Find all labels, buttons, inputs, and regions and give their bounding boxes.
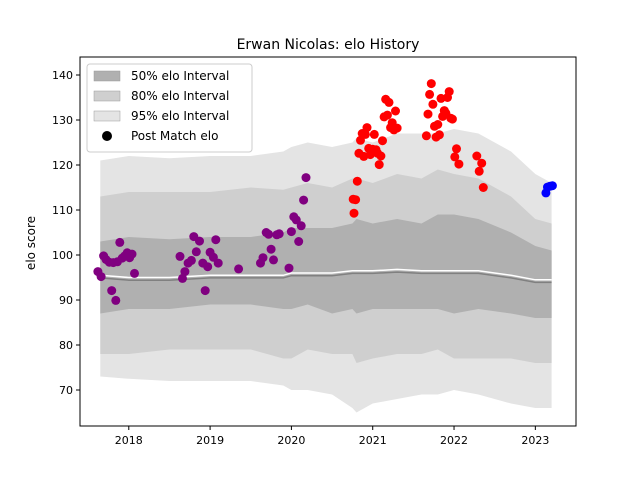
elo-point xyxy=(130,268,139,278)
elo-point xyxy=(175,251,185,261)
elo-point xyxy=(195,236,204,246)
elo-point xyxy=(107,286,117,296)
elo-point xyxy=(115,237,125,247)
elo-point xyxy=(284,263,294,273)
elo-point xyxy=(547,181,557,191)
elo-point xyxy=(266,244,276,254)
elo-point xyxy=(360,129,370,139)
mean-line xyxy=(100,268,552,281)
y-tick-label: 130 xyxy=(52,114,73,127)
elo-point xyxy=(382,110,392,120)
elo-point xyxy=(269,255,278,265)
post-match-points xyxy=(93,79,557,305)
elo-point xyxy=(425,89,435,99)
elo-point xyxy=(421,131,431,141)
elo-point xyxy=(180,267,190,277)
legend-swatch xyxy=(93,110,121,122)
elo-point xyxy=(384,97,394,107)
elo-point xyxy=(392,123,402,133)
elo-point xyxy=(378,136,387,146)
elo-point xyxy=(127,249,137,259)
elo-point xyxy=(111,295,121,305)
elo-point xyxy=(296,221,306,231)
elo-point xyxy=(452,144,461,154)
elo-point xyxy=(450,152,460,162)
elo-point xyxy=(352,176,362,186)
elo-point xyxy=(477,158,487,168)
elo-point xyxy=(374,160,384,170)
elo-point xyxy=(258,253,268,263)
elo-point xyxy=(444,87,454,97)
plot-frame xyxy=(79,56,577,427)
elo-point xyxy=(96,272,106,282)
elo-point xyxy=(478,183,488,192)
elo-point xyxy=(234,264,244,274)
elo-point xyxy=(454,159,464,169)
plot-area xyxy=(93,79,557,413)
legend-box xyxy=(86,63,253,153)
legend-label: 80% elo Interval xyxy=(131,89,229,103)
elo-point xyxy=(474,166,484,176)
elo-point xyxy=(426,79,436,89)
elo-point xyxy=(423,109,433,119)
chart-title: Erwan Nicolas: elo History xyxy=(237,37,420,53)
legend-label: 50% elo Interval xyxy=(131,69,229,83)
elo-point xyxy=(203,262,213,272)
elo-point xyxy=(472,151,482,161)
legend-label: 95% elo Interval xyxy=(131,109,229,123)
elo-point xyxy=(200,286,210,296)
elo-point xyxy=(301,173,311,183)
legend-swatch xyxy=(93,70,121,82)
elo-point xyxy=(294,237,304,246)
elo-point xyxy=(447,114,457,124)
y-tick-label: 100 xyxy=(52,249,73,262)
elo-point xyxy=(349,208,359,218)
elo-point xyxy=(391,106,400,116)
elo-point xyxy=(211,235,221,245)
mean-lines xyxy=(100,268,552,284)
elo-point xyxy=(428,99,438,109)
elo-point xyxy=(376,151,386,161)
legend-label: Post Match elo xyxy=(131,129,218,143)
x-tick-label: 2020 xyxy=(277,434,305,447)
elo-point xyxy=(434,130,444,140)
y-tick-label: 70 xyxy=(59,384,73,397)
x-tick-label: 2021 xyxy=(359,434,387,447)
elo-point xyxy=(286,227,296,237)
mean-line-shadow xyxy=(100,271,552,284)
elo-point xyxy=(369,129,379,139)
x-tick-label: 2019 xyxy=(196,434,224,447)
elo-point xyxy=(274,229,284,239)
elo-point xyxy=(362,123,372,133)
elo-point xyxy=(291,215,301,225)
elo-point xyxy=(351,195,361,205)
y-tick-label: 90 xyxy=(59,294,73,307)
x-tick-label: 2018 xyxy=(115,434,143,447)
legend-marker xyxy=(102,131,112,141)
y-axis: 70 80 90 100 110 120 130 140 xyxy=(52,69,80,397)
y-tick-label: 140 xyxy=(52,69,73,82)
y-tick-label: 80 xyxy=(59,339,73,352)
elo-point xyxy=(178,273,187,283)
legend-swatch xyxy=(93,90,121,102)
elo-point xyxy=(264,229,274,239)
elo-point xyxy=(213,258,223,268)
elo-point xyxy=(186,255,196,265)
elo-point xyxy=(299,195,309,205)
x-axis: 2018 2019 2020 2021 2022 2023 xyxy=(115,426,549,447)
y-tick-label: 120 xyxy=(52,159,73,172)
y-tick-label: 110 xyxy=(52,204,73,217)
legend: 50% elo Interval 80% elo Interval 95% elo … xyxy=(86,63,253,153)
elo-point xyxy=(356,135,365,145)
x-tick-label: 2022 xyxy=(440,434,468,447)
interval-bands xyxy=(100,129,552,413)
elo-point xyxy=(433,120,443,129)
elo-point xyxy=(191,247,201,257)
x-tick-label: 2023 xyxy=(521,434,549,447)
y-axis-label: elo score xyxy=(24,216,38,270)
